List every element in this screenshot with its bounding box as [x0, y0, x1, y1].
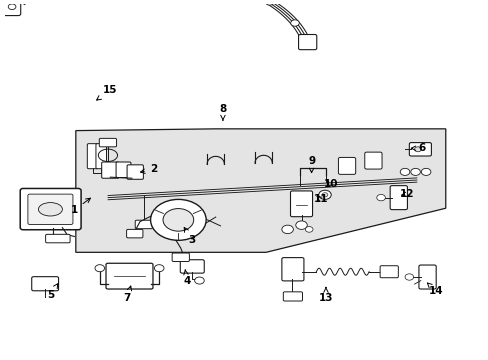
- FancyBboxPatch shape: [116, 162, 131, 177]
- FancyBboxPatch shape: [389, 186, 407, 210]
- FancyBboxPatch shape: [172, 253, 189, 261]
- Circle shape: [95, 265, 104, 272]
- Circle shape: [410, 168, 420, 175]
- Circle shape: [290, 20, 299, 26]
- Circle shape: [8, 0, 16, 3]
- Polygon shape: [76, 129, 445, 252]
- FancyBboxPatch shape: [99, 138, 116, 147]
- FancyBboxPatch shape: [379, 266, 398, 278]
- Circle shape: [305, 226, 312, 232]
- Text: 9: 9: [307, 156, 314, 172]
- Text: 7: 7: [123, 286, 131, 303]
- FancyBboxPatch shape: [127, 165, 143, 179]
- FancyBboxPatch shape: [87, 144, 98, 169]
- Circle shape: [281, 225, 293, 234]
- FancyBboxPatch shape: [408, 143, 430, 156]
- FancyBboxPatch shape: [0, 0, 20, 15]
- Circle shape: [154, 265, 163, 272]
- FancyBboxPatch shape: [338, 157, 355, 174]
- Text: 12: 12: [399, 189, 414, 199]
- FancyBboxPatch shape: [28, 194, 73, 224]
- Circle shape: [194, 277, 204, 284]
- FancyBboxPatch shape: [180, 260, 204, 273]
- Text: 4: 4: [183, 270, 190, 285]
- FancyBboxPatch shape: [364, 152, 381, 169]
- Circle shape: [163, 208, 193, 231]
- Text: 3: 3: [184, 228, 195, 245]
- Circle shape: [176, 230, 187, 238]
- Text: 10: 10: [323, 179, 337, 189]
- Text: 1: 1: [71, 198, 90, 215]
- Circle shape: [318, 190, 330, 199]
- Circle shape: [399, 168, 409, 175]
- FancyBboxPatch shape: [45, 234, 70, 243]
- Text: 5: 5: [47, 284, 58, 300]
- FancyBboxPatch shape: [96, 144, 106, 169]
- FancyBboxPatch shape: [298, 35, 316, 50]
- Circle shape: [265, 0, 273, 5]
- Circle shape: [322, 193, 327, 197]
- FancyBboxPatch shape: [281, 258, 304, 281]
- FancyBboxPatch shape: [102, 162, 119, 178]
- Circle shape: [8, 4, 16, 10]
- FancyBboxPatch shape: [135, 220, 152, 229]
- Circle shape: [421, 168, 430, 175]
- Text: 6: 6: [410, 143, 425, 153]
- FancyBboxPatch shape: [106, 263, 153, 289]
- Ellipse shape: [39, 203, 62, 216]
- Circle shape: [295, 221, 306, 229]
- Circle shape: [404, 274, 413, 280]
- Text: 13: 13: [318, 288, 332, 303]
- Circle shape: [150, 199, 206, 240]
- Circle shape: [414, 147, 421, 152]
- FancyBboxPatch shape: [418, 265, 435, 289]
- FancyBboxPatch shape: [20, 189, 81, 230]
- Text: 11: 11: [313, 194, 328, 204]
- Circle shape: [376, 194, 385, 201]
- FancyBboxPatch shape: [126, 229, 142, 238]
- FancyBboxPatch shape: [32, 277, 59, 291]
- FancyBboxPatch shape: [283, 292, 302, 301]
- FancyBboxPatch shape: [290, 191, 312, 217]
- Text: 8: 8: [219, 104, 226, 120]
- Text: 15: 15: [97, 85, 117, 100]
- Text: 2: 2: [140, 165, 157, 174]
- Text: 14: 14: [427, 283, 443, 296]
